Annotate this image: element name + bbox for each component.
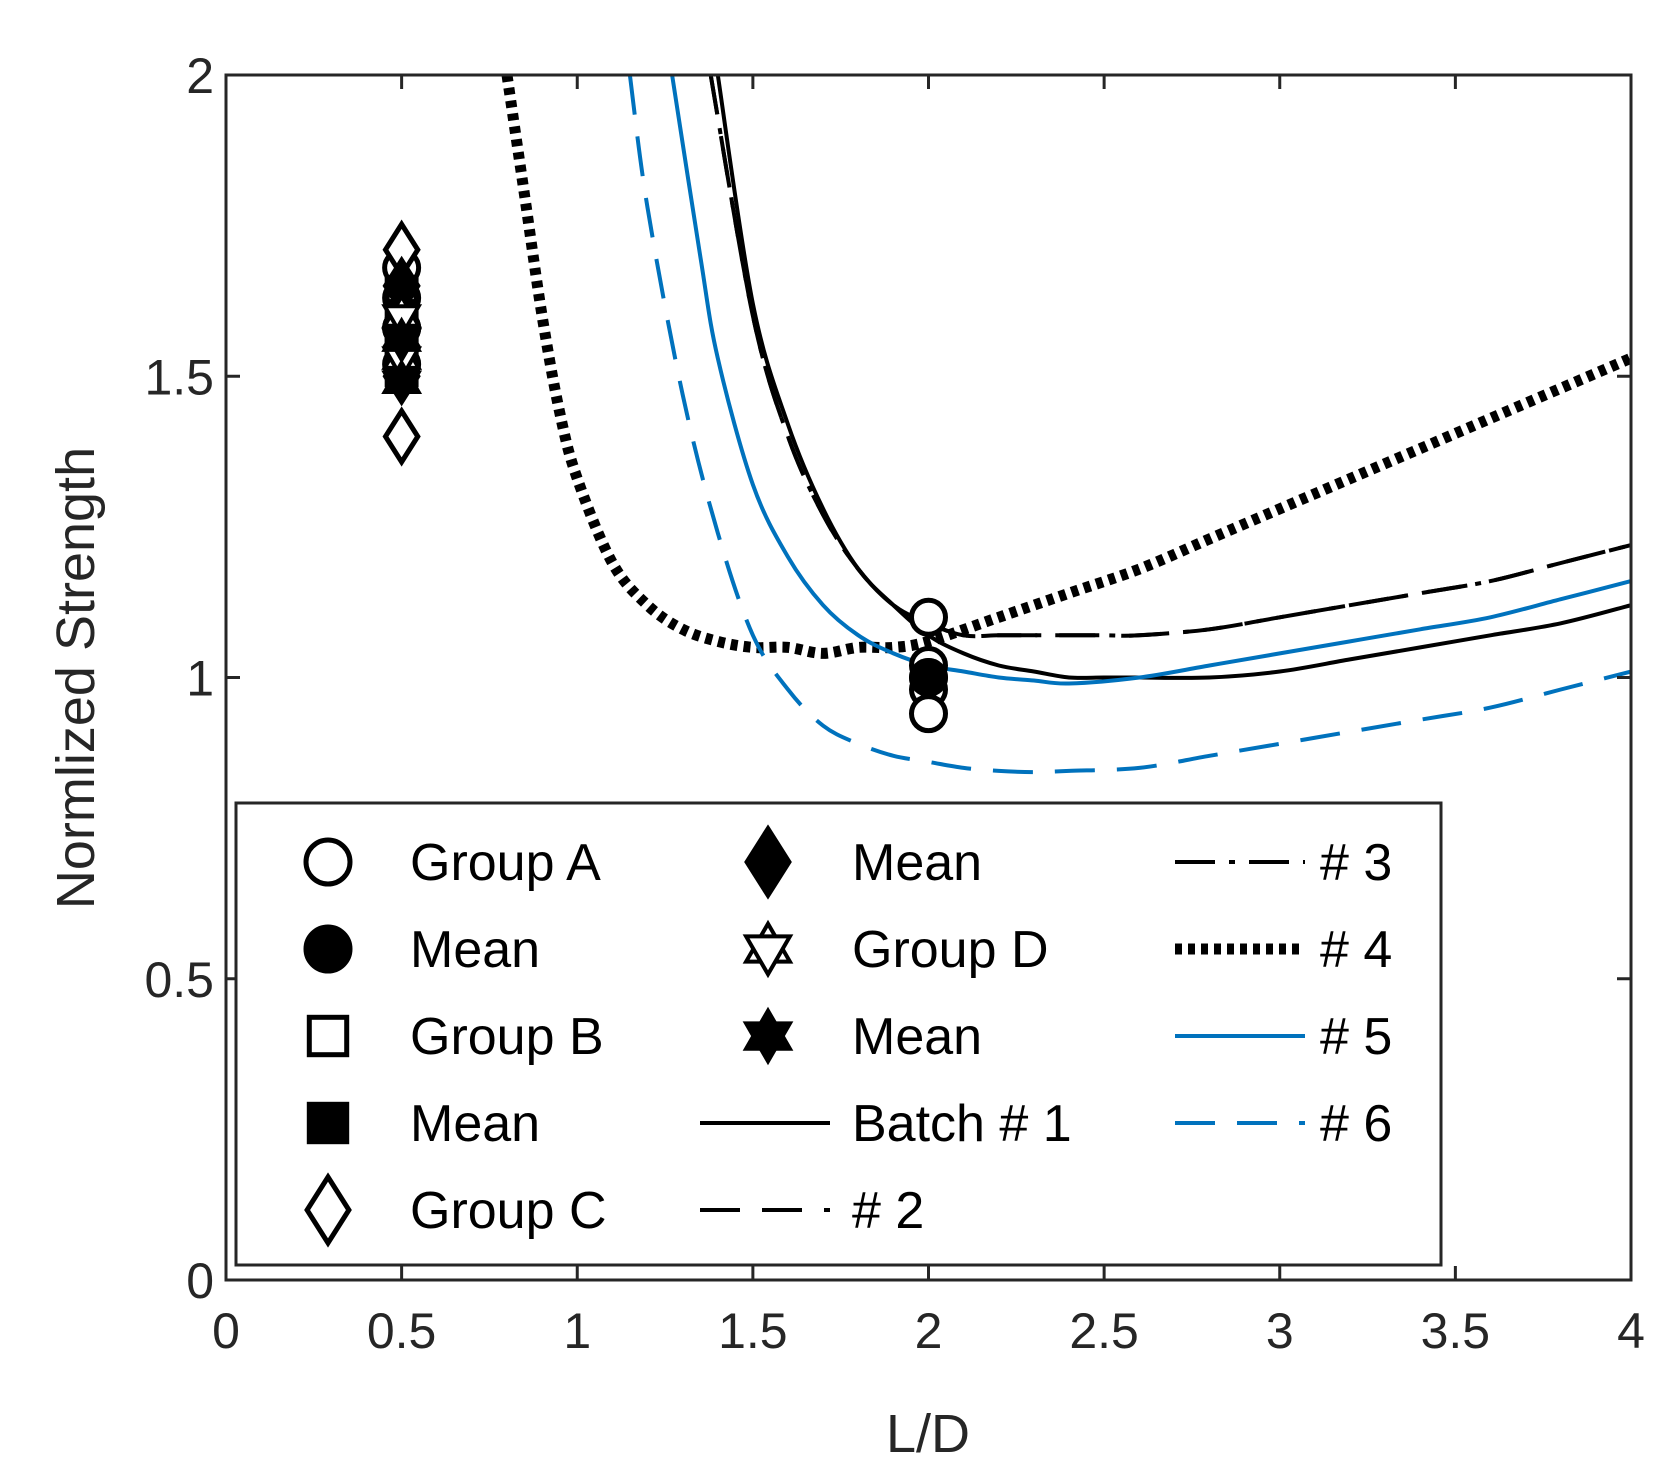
legend-item: # 2 — [700, 1182, 924, 1240]
legend-marker-circle-open — [303, 837, 353, 887]
series-line-5 — [670, 75, 1631, 686]
series-lines — [501, 75, 1631, 775]
y-tick-label: 0.5 — [144, 952, 214, 1008]
data-point-hexagram-filled-8-2 — [381, 358, 423, 406]
legend-label: Mean — [410, 1095, 540, 1153]
legend-item: # 4 — [1175, 921, 1392, 979]
data-point-circle-filled-2-2 — [909, 658, 948, 697]
legend-label: Group C — [410, 1182, 607, 1240]
x-tick-label: 2 — [915, 1303, 943, 1359]
legend-marker-hexagram-open — [742, 919, 794, 979]
legend-item: # 5 — [1175, 1008, 1392, 1066]
legend-label: # 4 — [1320, 921, 1392, 979]
legend-label: Mean — [852, 1008, 982, 1066]
legend-label: Group B — [410, 1008, 604, 1066]
x-axis-label: L/D — [886, 1404, 970, 1464]
x-tick-label: 1 — [563, 1303, 591, 1359]
legend-label: Batch # 1 — [852, 1095, 1072, 1153]
legend-marker-hexagram-open-triangle-down — [742, 934, 794, 979]
legend-marker-hexagram-filled-triangle-down — [742, 1021, 794, 1066]
data-point-hexagram-filled-8-2-triangle-down — [381, 370, 423, 406]
legend-label: Mean — [852, 834, 982, 892]
legend-label: Group A — [410, 834, 601, 892]
y-tick-label: 0 — [186, 1253, 214, 1309]
series-line-3 — [708, 75, 1631, 639]
tick-labels: 0 0.5 1 1.5 2 2.5 3 3.5 4 0 0.5 1 1.5 2 — [144, 48, 1644, 1359]
legend-item: # 3 — [1175, 834, 1392, 892]
legend-marker-square-open — [306, 1014, 350, 1058]
series-line-1 — [715, 75, 1631, 680]
legend-label: # 5 — [1320, 1008, 1392, 1066]
x-tick-label: 0 — [212, 1303, 240, 1359]
data-point-diamond-open-5-3 — [382, 406, 421, 467]
legend-marker-diamond-filled — [744, 824, 792, 900]
y-axis-label: Normlized Strength — [46, 447, 106, 909]
series-line-4 — [501, 75, 1631, 659]
plot-area — [381, 75, 1631, 775]
x-tick-label: 3 — [1266, 1303, 1294, 1359]
legend-marker-hexagram-filled — [742, 1006, 794, 1066]
legend-item: Group D — [742, 919, 1049, 979]
legend-label: # 2 — [852, 1182, 924, 1240]
data-point-hexagram-filled-8-1-triangle-down — [381, 328, 423, 364]
legend-item: Mean — [742, 1006, 982, 1066]
x-tick-label: 2.5 — [1069, 1303, 1139, 1359]
y-tick-label: 1.5 — [144, 349, 214, 405]
legend-item: Group C — [304, 1172, 607, 1248]
x-tick-label: 1.5 — [718, 1303, 788, 1359]
legend-item: Group A — [303, 834, 601, 892]
y-tick-label: 1 — [186, 651, 214, 707]
legend-marker-square-filled — [306, 1101, 350, 1145]
legend-item: # 6 — [1175, 1095, 1392, 1153]
legend-marker-circle-filled — [303, 924, 353, 974]
data-point-circle-open-1-9 — [909, 694, 948, 734]
legend-item: Mean — [303, 921, 540, 979]
legend-label: # 3 — [1320, 834, 1392, 892]
data-point-circle-open-1-5 — [909, 597, 948, 637]
data-point-hexagram-filled-8-1 — [381, 316, 423, 364]
legend-label: Group D — [852, 921, 1049, 979]
x-tick-label: 0.5 — [367, 1303, 437, 1359]
legend-marker-diamond-open — [304, 1172, 352, 1248]
legend-item: Batch # 1 — [700, 1095, 1072, 1153]
legend-item: Mean — [744, 824, 982, 900]
series-line-6 — [627, 75, 1631, 775]
legend-item: Mean — [306, 1095, 540, 1153]
data-markers — [381, 219, 948, 734]
legend: Group A Mean Group B Mean Group C Mean Group D… — [234, 801, 1443, 1267]
legend-label: Mean — [410, 921, 540, 979]
axes-box — [224, 73, 1633, 1282]
legend-label: # 6 — [1320, 1095, 1392, 1153]
x-tick-label: 3.5 — [1421, 1303, 1491, 1359]
y-tick-label: 2 — [186, 48, 214, 104]
x-tick-label: 4 — [1617, 1303, 1645, 1359]
legend-item: Group B — [306, 1008, 604, 1066]
